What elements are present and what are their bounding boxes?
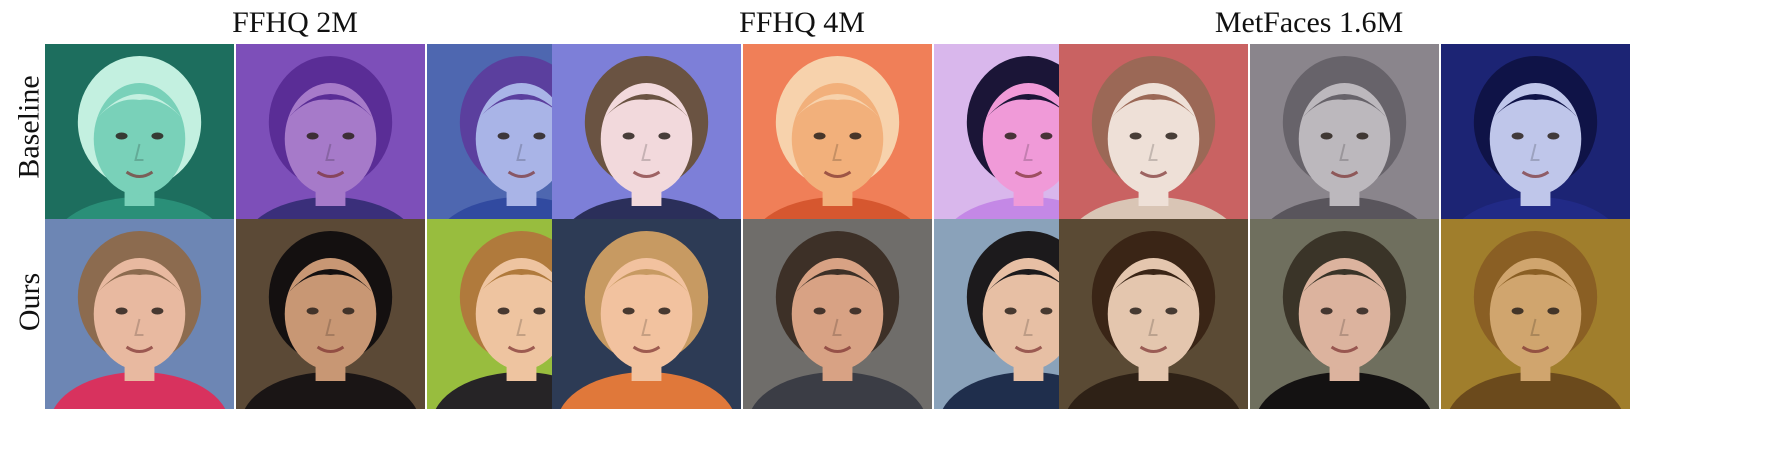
column-title-ffhq-4m: FFHQ 4M: [739, 6, 865, 39]
baseline-face-image: [1250, 44, 1439, 234]
column-title-metfaces-1-6m: MetFaces 1.6M: [1214, 6, 1404, 39]
baseline-face-image: [236, 44, 425, 234]
ours-face-image: [552, 219, 741, 409]
ours-ffhq-4m-group: [552, 219, 1123, 409]
baseline-face-image: [1441, 44, 1630, 234]
baseline-metfaces-group: [1059, 44, 1630, 234]
ours-ffhq-2m-group: [45, 219, 616, 409]
baseline-face-image: [743, 44, 932, 234]
ours-face-image: [45, 219, 234, 409]
baseline-face-image: [45, 44, 234, 234]
baseline-ffhq-4m-group: [552, 44, 1123, 234]
ours-face-image: [236, 219, 425, 409]
ours-metfaces-group: [1059, 219, 1630, 409]
ours-face-image: [1250, 219, 1439, 409]
baseline-face-image: [1059, 44, 1248, 234]
ours-face-image: [1441, 219, 1630, 409]
column-title-ffhq-2m: FFHQ 2M: [232, 6, 358, 39]
row-label-ours-text: Ours: [13, 272, 46, 332]
baseline-ffhq-2m-group: [45, 44, 616, 234]
row-label-baseline-text: Baseline: [13, 75, 46, 179]
baseline-face-image: [552, 44, 741, 234]
ours-face-image: [1059, 219, 1248, 409]
ours-face-image: [743, 219, 932, 409]
